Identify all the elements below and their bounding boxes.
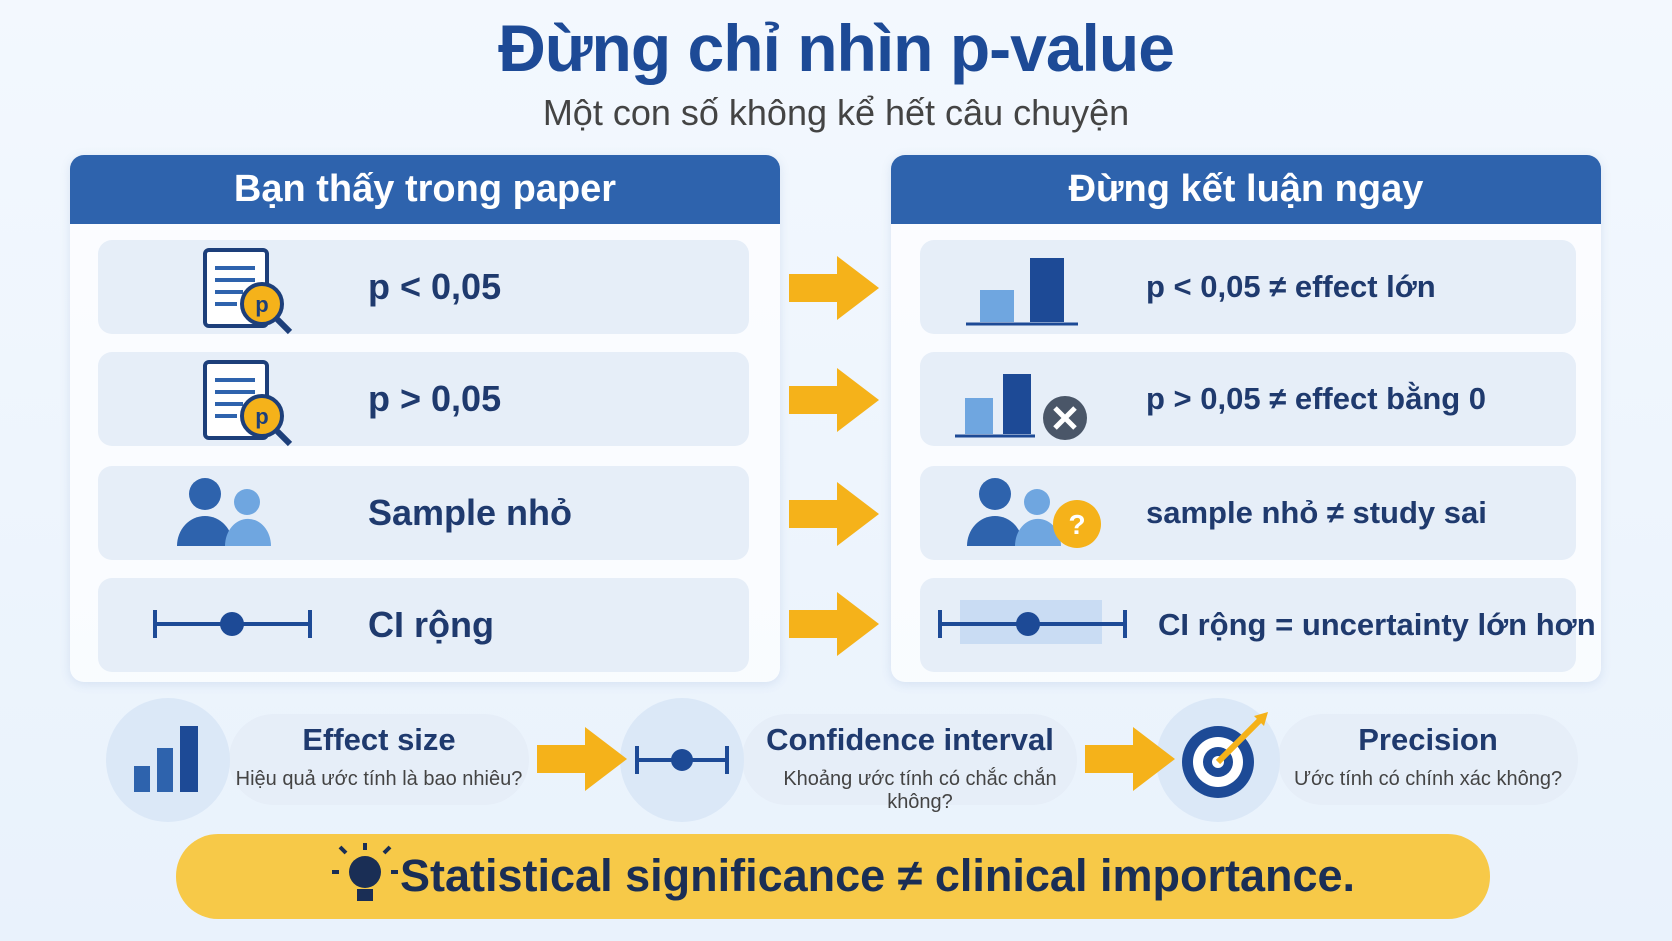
row-text: p < 0,05 ≠ effect lớn	[1146, 269, 1436, 304]
concept-description: Hiệu quả ước tính là bao nhiêu?	[235, 768, 523, 790]
svg-text:?: ?	[1068, 509, 1085, 540]
row	[920, 240, 1576, 334]
panel-title: Đừng kết luận ngay	[891, 155, 1601, 224]
concept-pill	[1278, 714, 1578, 805]
concept-description: Ước tính có chính xác không?	[1293, 768, 1563, 790]
row-text: p > 0,05 ≠ effect bằng 0	[1146, 381, 1487, 416]
concept-title: Precision	[1358, 722, 1498, 757]
panel-title: Bạn thấy trong paper	[70, 155, 780, 224]
row-text: CI rộng	[368, 604, 494, 645]
footer-banner	[176, 834, 1490, 919]
concept-pill	[742, 714, 1077, 805]
subtitle: Một con số không kể hết câu chuyện	[542, 92, 1130, 133]
bulb-icon	[332, 843, 398, 901]
row-text: sample nhỏ ≠ study sai	[1146, 495, 1487, 530]
row-text: CI rộng = uncertainty lớn hơn	[1158, 607, 1596, 642]
concept-description: Khoảng ước tính có chắc chắn không?	[783, 768, 1057, 813]
concept-title: Confidence interval	[766, 722, 1054, 757]
footer-text: Statistical significance ≠ clinical impo…	[400, 850, 1356, 901]
row-text: p > 0,05	[368, 378, 502, 419]
concept-pill	[229, 714, 529, 805]
title: Đừng chỉ nhìn p-value	[498, 11, 1175, 85]
concept-title: Effect size	[302, 722, 456, 757]
row-text: p < 0,05	[368, 266, 502, 307]
row-text: Sample nhỏ	[368, 492, 573, 533]
